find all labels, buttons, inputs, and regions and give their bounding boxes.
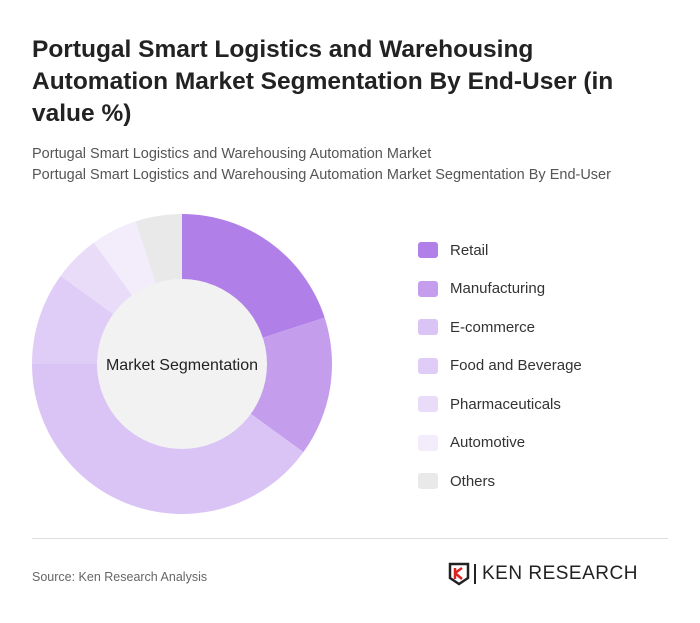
legend-label: E-commerce bbox=[450, 318, 536, 336]
logo-text: KEN RESEARCH bbox=[482, 563, 638, 584]
legend-swatch bbox=[418, 473, 438, 489]
donut-hole bbox=[97, 279, 267, 449]
legend-item: Automotive bbox=[418, 433, 525, 453]
source-note: Source: Ken Research Analysis bbox=[32, 570, 208, 584]
center-label: Market Segmentation bbox=[106, 357, 258, 374]
subtitle-market: Portugal Smart Logistics and Warehousing… bbox=[32, 146, 432, 162]
legend-item: Food and Beverage bbox=[418, 356, 582, 376]
ken-research-logo: KEN RESEARCH bbox=[448, 562, 638, 586]
divider bbox=[32, 538, 668, 539]
legend-label: Automotive bbox=[450, 434, 526, 451]
legend-label: Others bbox=[450, 472, 496, 490]
legend-item: Others bbox=[418, 471, 495, 491]
legend-swatch bbox=[418, 396, 438, 412]
legend-item: Manufacturing bbox=[418, 279, 545, 299]
legend-item: Pharmaceuticals bbox=[418, 394, 561, 414]
legend-label: Retail bbox=[450, 241, 489, 259]
legend-label: Pharmaceuticals bbox=[450, 395, 561, 413]
subtitle-segmentation: Portugal Smart Logistics and Warehousing… bbox=[32, 167, 611, 183]
donut-chart: Market Segmentation bbox=[32, 214, 332, 514]
legend-swatch bbox=[418, 280, 438, 297]
ken-logo-icon bbox=[448, 562, 470, 586]
legend-item: E-commerce bbox=[418, 317, 535, 337]
legend-swatch bbox=[418, 242, 438, 258]
legend-swatch bbox=[418, 434, 438, 451]
chart-title: Portugal Smart Logistics and Warehousing… bbox=[32, 36, 614, 127]
legend-item: Retail bbox=[418, 240, 488, 260]
legend-swatch bbox=[418, 319, 438, 335]
legend-label: Manufacturing bbox=[450, 280, 546, 297]
legend-swatch bbox=[418, 357, 438, 374]
legend-label: Food and Beverage bbox=[450, 357, 582, 374]
